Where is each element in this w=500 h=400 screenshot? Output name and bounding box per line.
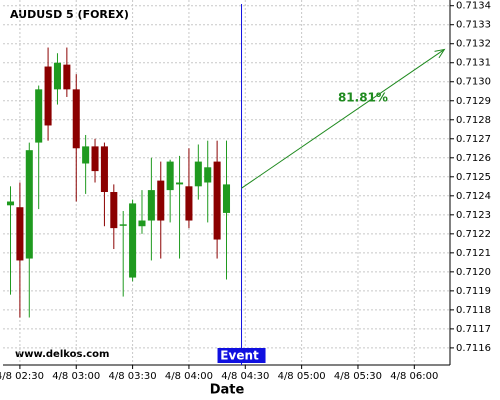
candle-body xyxy=(157,180,165,221)
event-box xyxy=(217,348,266,363)
candle-body xyxy=(213,161,221,240)
candle-body xyxy=(100,146,108,193)
candle-body xyxy=(147,190,155,221)
chart-title: AUDUSD 5 (FOREX) xyxy=(10,8,129,21)
y-tick-label: 0.7117 xyxy=(456,324,491,335)
candle-body xyxy=(110,192,118,229)
y-tick-label: 0.7127 xyxy=(456,134,491,145)
y-tick-label: 0.7124 xyxy=(456,191,491,202)
x-tick-label: 4/8 03:00 xyxy=(52,371,100,382)
y-tick-label: 0.7121 xyxy=(456,248,491,259)
y-tick-label: 0.7128 xyxy=(456,115,491,126)
y-tick-label: 0.7123 xyxy=(456,210,491,221)
candle-body xyxy=(25,150,33,259)
candle-body xyxy=(204,167,212,183)
x-tick-label: 4/8 05:00 xyxy=(278,371,326,382)
watermark: www.delkos.com xyxy=(15,349,109,360)
candle-body xyxy=(222,184,231,213)
candle-body xyxy=(53,62,61,90)
candle-body xyxy=(129,203,137,278)
candle-body xyxy=(63,64,71,90)
y-tick-label: 0.7119 xyxy=(456,286,491,297)
arrow-line xyxy=(241,49,445,189)
arrow-head xyxy=(434,48,446,59)
y-tick-label: 0.7131 xyxy=(456,58,491,69)
x-tick-label: 4/8 03:30 xyxy=(109,371,157,382)
candle-body xyxy=(44,66,52,126)
x-tick-label: 4/8 04:30 xyxy=(221,371,269,382)
event-label: Event xyxy=(220,349,259,363)
y-tick-label: 0.7133 xyxy=(456,20,491,31)
arrow-label: 81.81% xyxy=(338,90,388,104)
candle-body xyxy=(91,146,99,172)
candle-body xyxy=(119,224,127,226)
candle-body xyxy=(194,161,202,187)
y-tick-label: 0.7118 xyxy=(456,305,491,316)
x-tick-label: 4/8 02:30 xyxy=(0,371,44,382)
y-tick-label: 0.7122 xyxy=(456,229,491,240)
candle-body xyxy=(138,220,146,227)
candle-body xyxy=(185,186,193,221)
y-tick-label: 0.7134 xyxy=(456,1,491,12)
y-tick-label: 0.7132 xyxy=(456,39,491,50)
candle-body xyxy=(166,161,174,191)
x-tick-label: 4/8 05:30 xyxy=(334,371,382,382)
candle-body xyxy=(176,182,184,185)
y-tick-label: 0.7120 xyxy=(456,267,491,278)
candle-body xyxy=(72,89,80,149)
y-tick-label: 0.7126 xyxy=(456,153,491,164)
y-tick-label: 0.7130 xyxy=(456,77,491,88)
x-tick-label: 4/8 04:00 xyxy=(165,371,213,382)
x-axis-label: Date xyxy=(210,383,245,398)
candle-body xyxy=(35,89,43,143)
candle-body xyxy=(16,207,24,261)
y-tick-label: 0.7129 xyxy=(456,96,491,107)
candle-body xyxy=(6,201,15,206)
y-tick-label: 0.7116 xyxy=(456,343,491,354)
y-tick-label: 0.7125 xyxy=(456,172,491,183)
x-tick-label: 4/8 06:00 xyxy=(390,371,438,382)
candle-body xyxy=(82,146,90,164)
